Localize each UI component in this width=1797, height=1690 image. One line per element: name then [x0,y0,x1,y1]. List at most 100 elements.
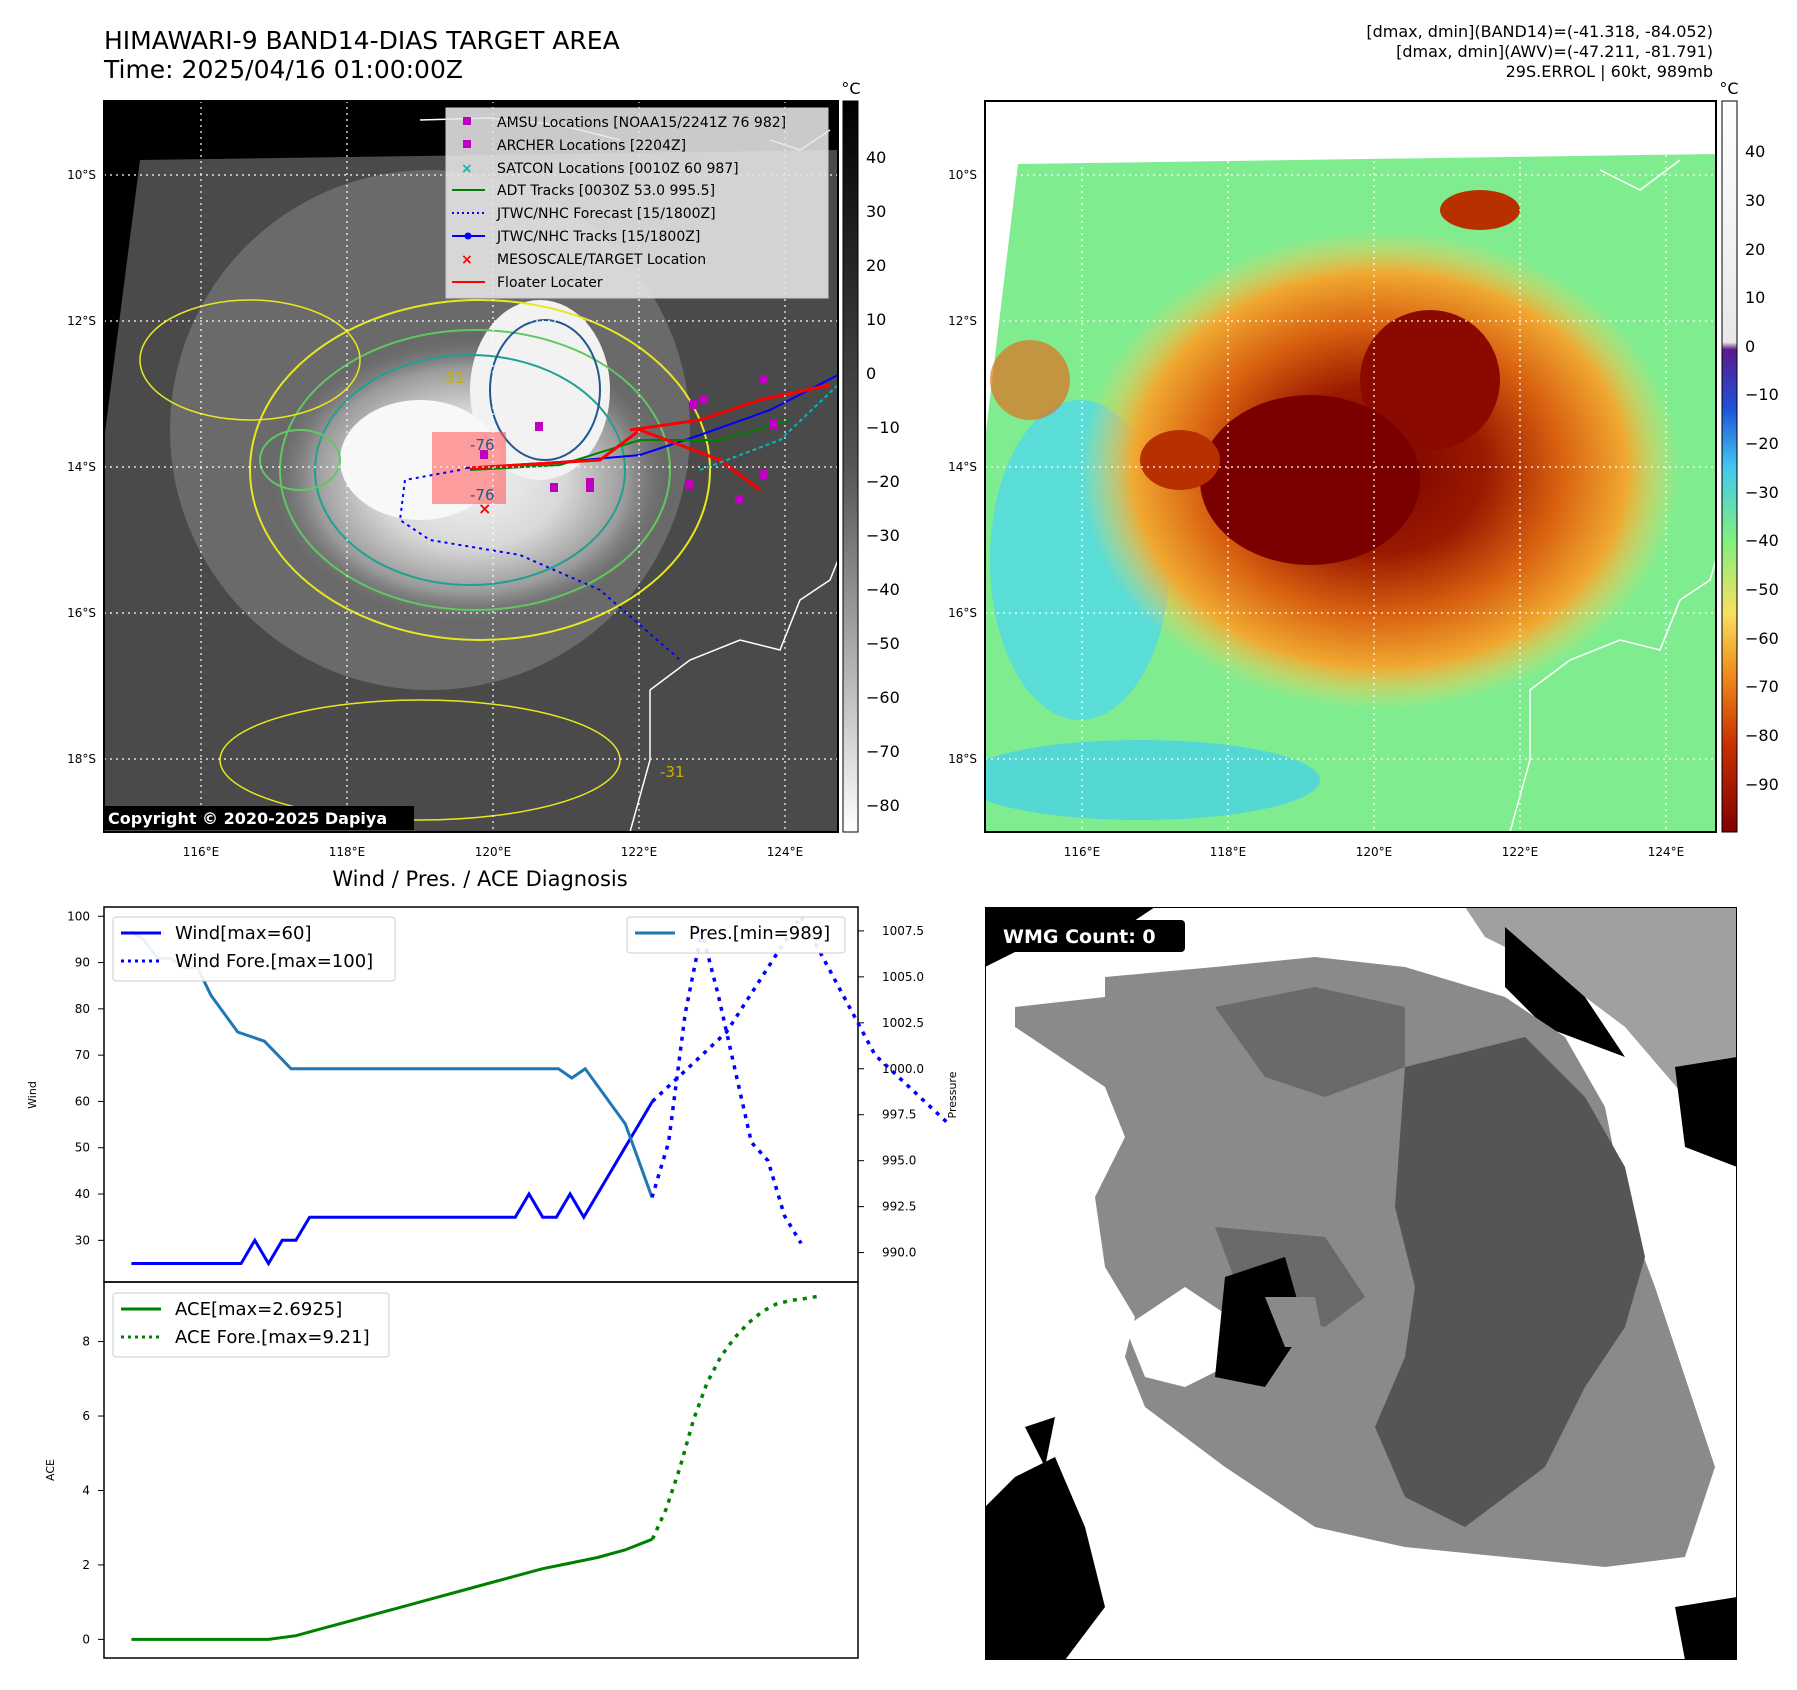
pressure-tick-label: 990.0 [882,1246,916,1260]
lat-label: 14°S [67,460,96,474]
colorbar-tick: −40 [1745,531,1779,550]
wind-forecast-line [651,912,951,1126]
colorbar-tick: −30 [1745,483,1779,502]
legend-marker [463,140,471,148]
colorbar-tick: −30 [866,526,900,545]
copyright-text: Copyright © 2020-2025 Dapiya [108,809,387,828]
wmg-count-badge [993,920,1185,952]
contour-label: -31 [440,369,465,387]
colorbar-unit: °C [1719,79,1738,98]
lon-label: 122°E [1502,845,1539,859]
colorbar-tick: −60 [1745,629,1779,648]
colorbar-tick: −80 [1745,726,1779,745]
ace-tick-label: 0 [82,1632,90,1646]
colorbar-tick: 40 [866,148,886,167]
legend-wind: Wind[max=60] [175,923,312,944]
colorbar-tick: −50 [1745,580,1779,599]
legend-marker: × [461,252,473,268]
colorbar-tick: 30 [1745,191,1765,210]
colorbar-tick: −90 [1745,775,1779,794]
copyright-badge [104,806,414,830]
colorbar-tick: 10 [866,310,886,329]
figure-title: HIMAWARI-9 BAND14-DIAS TARGET AREA [104,26,620,55]
colorbar-tick: 30 [866,202,886,221]
colorbar-tick: 20 [1745,240,1765,259]
colorbar-tick: −10 [866,418,900,437]
legend-item: Floater Locater [497,275,603,291]
lon-ticks-left: 116°E 118°E 120°E 122°E 124°E [183,845,804,859]
ace-axes [103,1281,859,1659]
ace-tick-label: 8 [82,1335,90,1349]
wind-series-line [131,1100,654,1267]
lat-label: 16°S [67,606,96,620]
ace-ylabel: ACE [44,1459,57,1481]
pressure-ylabel: Pressure [946,1071,959,1118]
pressure-tick-label: 1002.5 [882,1016,924,1030]
pressure-tick-label: 997.5 [882,1108,916,1122]
colorbar-tick: 0 [866,364,876,383]
legend-pressure: Pres.[min=989] [689,923,830,944]
lon-label: 124°E [767,845,804,859]
legend-item: AMSU Locations [NOAA15/2241Z 76 982] [497,115,786,131]
colorbar-tick: −70 [1745,677,1779,696]
legend-marker: × [461,161,473,177]
colorbar-tick: −20 [866,472,900,491]
legend-item: ARCHER Locations [2204Z] [497,138,686,154]
legend-item: JTWC/NHC Forecast [15/1800Z] [496,206,716,222]
ace-legend: ACE[max=2.6925] ACE Fore.[max=9.21] [112,1292,390,1358]
storm-info: 29S.ERROL | 60kt, 989mb [1505,62,1713,81]
pressure-legend: Pres.[min=989] [626,916,846,954]
diagnosis-title: Wind / Pres. / ACE Diagnosis [332,867,627,891]
colorbar-gray [842,100,859,833]
lat-label: 18°S [67,752,96,766]
colorbar-tick: 20 [866,256,886,275]
figure-title-block: HIMAWARI-9 BAND14-DIAS TARGET AREA Time:… [104,26,620,84]
legend-wind-forecast: Wind Fore.[max=100] [175,951,373,972]
legend-item: JTWC/NHC Tracks [15/1800Z] [496,229,700,245]
colorbar-tick: 0 [1745,337,1755,356]
wind-legend: Wind[max=60] Wind Fore.[max=100] [112,916,396,982]
pressure-tick-label: 1007.5 [882,924,924,938]
contour-label: -76 [470,436,495,454]
lat-label: 12°S [948,314,977,328]
lat-label: 10°S [948,168,977,182]
wind-tick-label: 80 [75,1002,90,1016]
legend-ace-forecast: ACE Fore.[max=9.21] [175,1327,370,1348]
lat-ticks-right: 10°S 12°S 14°S 16°S 18°S [948,168,977,766]
color-ir-map-image [985,101,1716,832]
lon-label: 116°E [1064,845,1101,859]
wind-ylabel: Wind [26,1081,39,1109]
lon-label: 118°E [1210,845,1247,859]
wmg-count-label: WMG Count: 0 [1003,926,1156,948]
colorbar-tick: −80 [866,796,900,815]
lon-label: 122°E [621,845,658,859]
colorbar-tick: −70 [866,742,900,761]
lat-label: 12°S [67,314,96,328]
colorbar-color-ticks: 40 30 20 10 0 −10 −20 −30 −40 −50 −60 −7… [1745,142,1779,794]
colorbar-tick: −40 [866,580,900,599]
figure-time: Time: 2025/04/16 01:00:00Z [104,55,463,84]
ace-tick-label: 6 [82,1409,90,1423]
colorbar-tick: −50 [866,634,900,653]
legend-item: MESOSCALE/TARGET Location [497,252,706,268]
lon-label: 120°E [1356,845,1393,859]
colorbar-tick: −20 [1745,434,1779,453]
ir-map-image: × [104,101,838,832]
lon-label: 116°E [183,845,220,859]
wind-tick-label: 30 [75,1233,90,1247]
lat-label: 10°S [67,168,96,182]
colorbar-gray-ticks: 40 30 20 10 0 −10 −20 −30 −40 −50 −60 −7… [866,148,900,815]
wind-tick-label: 50 [75,1141,90,1155]
wind-tick-label: 70 [75,1048,90,1062]
pressure-forecast-line [650,930,803,1245]
lat-label: 16°S [948,606,977,620]
wind-tick-label: 90 [75,956,90,970]
svg-text:×: × [478,499,491,518]
colorbar-tick: 40 [1745,142,1765,161]
wind-tick-label: 100 [67,909,90,923]
ace-forecast-line [650,1294,818,1540]
pressure-tick-label: 992.5 [882,1200,916,1214]
legend-item: SATCON Locations [0010Z 60 987] [497,161,739,177]
pressure-tick-label: 995.0 [882,1154,916,1168]
contour-label: -76 [470,486,495,504]
